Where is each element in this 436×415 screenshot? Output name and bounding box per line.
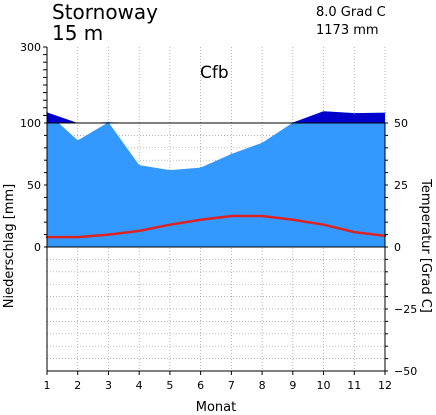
temp-tick-label: 25 <box>394 179 408 192</box>
y-axis-label-left: Niederschlag [mm] <box>2 184 17 309</box>
temperature-point <box>199 218 202 221</box>
mean-temperature: 8.0 Grad C <box>316 5 386 20</box>
month-tick-label: 7 <box>228 379 235 392</box>
precipitation-area <box>47 111 385 247</box>
temp-tick-label: 0 <box>394 241 401 254</box>
precip-tick-label: 0 <box>34 241 41 254</box>
temperature-point <box>76 235 79 239</box>
month-tick-label: 10 <box>317 379 331 392</box>
month-tick-label: 1 <box>44 379 51 392</box>
annual-precipitation: 1173 mm <box>316 23 379 38</box>
station-name: Stornoway <box>52 0 158 24</box>
plot-marks <box>45 110 387 247</box>
precipitation-point <box>76 139 79 142</box>
month-tick-label: 12 <box>378 379 392 392</box>
month-tick-label: 2 <box>74 379 81 392</box>
precipitation-point <box>322 110 325 113</box>
precip-tick-label: 100 <box>20 117 41 130</box>
month-tick-label: 4 <box>136 379 143 392</box>
temperature-point <box>107 233 110 236</box>
temperature-point <box>168 223 172 226</box>
temperature-point <box>353 230 356 234</box>
temperature-point <box>137 229 141 233</box>
precipitation-point <box>199 166 202 169</box>
station-elevation: 15 m <box>52 21 103 45</box>
temperature-point <box>230 214 233 218</box>
temperature-point <box>322 223 325 226</box>
month-tick-label: 9 <box>289 379 296 392</box>
precipitation-point <box>230 153 233 155</box>
y-axis-label-right: Temperatur [Grad C] <box>418 178 433 313</box>
precipitation-excess-area <box>47 111 385 123</box>
month-tick-label: 8 <box>259 379 266 392</box>
temp-tick-label: −25 <box>394 303 417 316</box>
month-tick-label: 5 <box>166 379 173 392</box>
precipitation-point <box>384 111 386 114</box>
temperature-point <box>260 214 264 218</box>
temp-tick-label: 50 <box>394 117 408 130</box>
temperature-line <box>47 214 386 239</box>
precipitation-point <box>353 112 356 114</box>
month-tick-label: 11 <box>347 379 361 392</box>
temp-tick-label: −50 <box>394 365 417 378</box>
temperature-point <box>291 218 295 221</box>
precip-tick-label: 300 <box>20 41 41 54</box>
month-tick-label: 3 <box>105 379 112 392</box>
climate-class: Cfb <box>200 63 229 83</box>
precipitation-point <box>169 169 171 171</box>
precipitation-point <box>138 164 140 166</box>
precipitation-point <box>261 142 263 144</box>
x-axis-label: Monat <box>196 400 236 415</box>
month-tick-label: 6 <box>197 379 204 392</box>
precip-tick-label: 50 <box>27 179 41 192</box>
